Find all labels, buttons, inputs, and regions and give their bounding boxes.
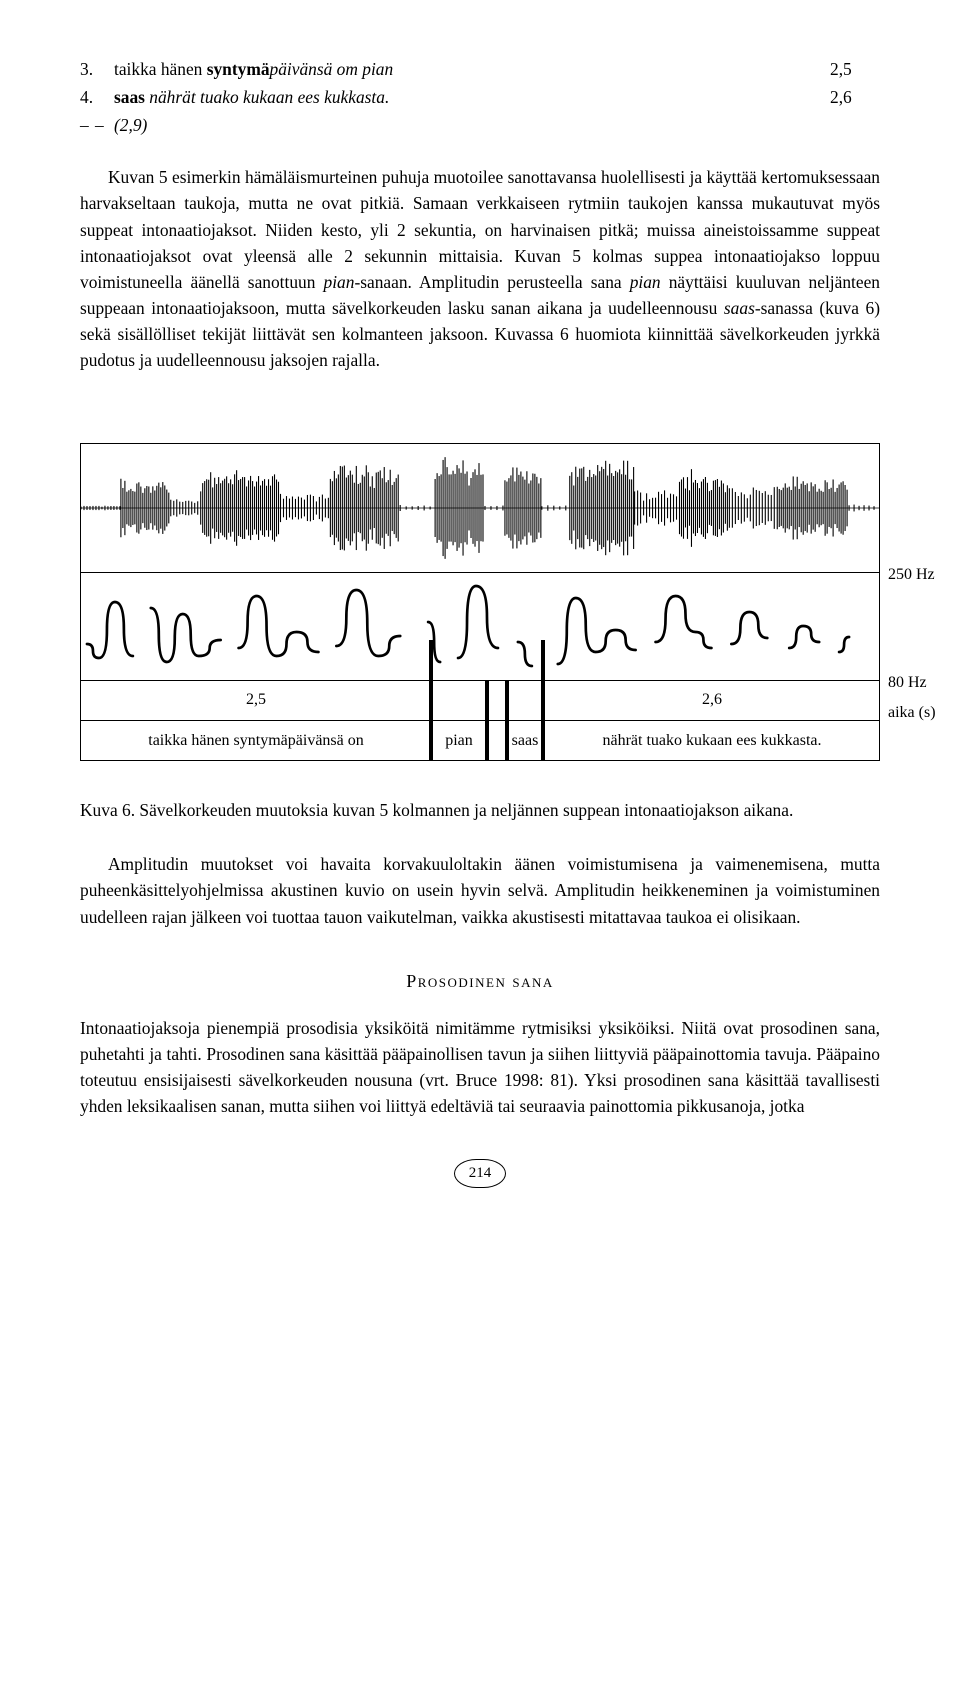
page-number: 214	[80, 1159, 880, 1188]
example-number: 3.	[80, 56, 114, 82]
figure-frame: 2,52,6 taikka hänen syntymäpäivänsä onpi…	[80, 443, 880, 761]
example-text: saas nährät tuako kukaan ees kukkasta.	[114, 84, 830, 110]
example-italic: päivänsä om pian	[270, 59, 394, 79]
example-pre: taikka hänen	[114, 59, 207, 79]
axis-label-time: aika (s)	[888, 701, 936, 725]
annotation-row-words: taikka hänen syntymäpäivänsä onpiansaasn…	[81, 720, 879, 761]
figure-border: 2,52,6 taikka hänen syntymäpäivänsä onpi…	[80, 443, 880, 761]
paragraph-1: Kuvan 5 esimerkin hämäläismurteinen puhu…	[80, 164, 880, 373]
example-text: taikka hänen syntymäpäivänsä om pian	[114, 56, 830, 82]
pitch-panel	[81, 572, 879, 681]
waveform-panel	[81, 444, 879, 573]
example-value: 2,6	[830, 84, 880, 110]
example-italic: nährät tuako kukaan ees kukkasta.	[145, 87, 389, 107]
page-number-value: 214	[454, 1159, 507, 1188]
example-bold: syntymä	[207, 59, 270, 79]
figure-6: 2,52,6 taikka hänen syntymäpäivänsä onpi…	[80, 443, 880, 761]
example-value: 2,5	[830, 56, 880, 82]
paragraph-3: Intonaatiojaksoja pienempiä prosodisia y…	[80, 1015, 880, 1119]
axis-label-80hz: 80 Hz	[888, 671, 927, 695]
annotation-panel: 2,52,6 taikka hänen syntymäpäivänsä onpi…	[81, 680, 879, 760]
section-heading: Prosodinen sana	[80, 968, 880, 995]
paragraph-2: Amplitudin muutokset voi havaita korvaku…	[80, 851, 880, 929]
axis-label-250hz: 250 Hz	[888, 563, 935, 587]
figure-caption: Kuva 6. Sävelkorkeuden muutoksia kuvan 5…	[80, 797, 880, 823]
pitch-svg	[81, 572, 879, 680]
example-paren: (2,9)	[114, 112, 830, 138]
example-list: 3. taikka hänen syntymäpäivänsä om pian …	[80, 56, 880, 138]
example-number: 4.	[80, 84, 114, 110]
example-bold: saas	[114, 87, 145, 107]
annotation-row-durations: 2,52,6	[81, 680, 879, 720]
dashes: – –	[80, 112, 114, 138]
example-row-dashes: – – (2,9)	[80, 112, 880, 138]
waveform-svg	[81, 444, 879, 572]
example-row: 3. taikka hänen syntymäpäivänsä om pian …	[80, 56, 880, 82]
example-row: 4. saas nährät tuako kukaan ees kukkasta…	[80, 84, 880, 110]
